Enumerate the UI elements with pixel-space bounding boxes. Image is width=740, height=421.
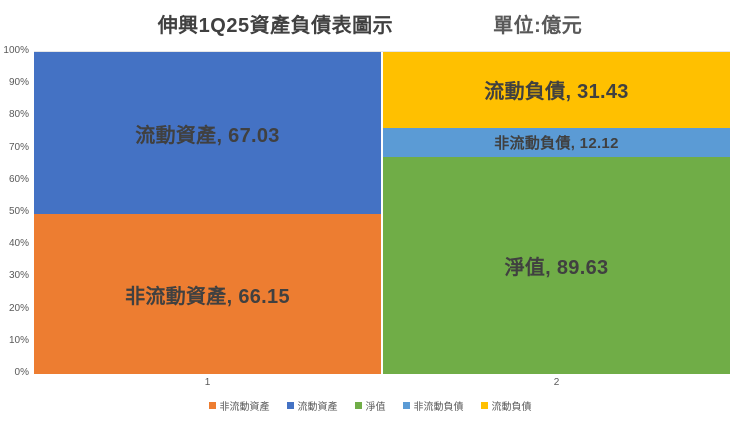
- legend-swatch-icon: [354, 401, 362, 409]
- y-tick-label: 70%: [8, 141, 29, 153]
- legend-label: 流動負債: [491, 401, 532, 413]
- segment-data-label: 非流動負債, 12.12: [494, 135, 619, 153]
- y-tick-label: 60%: [8, 173, 29, 185]
- chart-header: 伸興1Q25資產負債表圖示 單位:億元: [0, 8, 740, 38]
- y-tick-label: 80%: [8, 109, 29, 121]
- y-tick-label: 90%: [8, 77, 29, 89]
- legend-label: 非流動資產: [219, 401, 270, 413]
- y-tick-label: 0%: [14, 367, 29, 378]
- legend-item: 非流動資產: [208, 398, 270, 413]
- bar-column-2: 流動負債, 31.43 非流動負債, 12.12 淨值, 89.63: [383, 52, 730, 374]
- bar-segment: 非流動資產, 66.15: [34, 214, 381, 374]
- bar-segment: 非流動負債, 12.12: [383, 127, 730, 158]
- legend-item: 淨值: [354, 398, 386, 413]
- segment-data-label: 淨值, 89.63: [504, 257, 609, 280]
- segment-data-label: 流動負債, 31.43: [484, 81, 629, 104]
- legend-label: 淨值: [365, 401, 386, 413]
- legend-swatch-icon: [286, 401, 294, 409]
- bar-column-1: 流動資產, 67.03 非流動資產, 66.15: [34, 52, 381, 374]
- bar-segment: 流動負債, 31.43: [383, 52, 730, 128]
- legend: 非流動資產 流動資產 淨值 非流動負債 流動負債: [0, 398, 740, 413]
- legend-label: 流動資產: [297, 401, 338, 413]
- x-category-label: 2: [553, 377, 560, 388]
- legend-swatch-icon: [480, 401, 488, 409]
- plot-area: 流動資產, 67.03 非流動資產, 66.15 流動負債, 31.43 非流動負債,…: [34, 51, 730, 374]
- y-tick-label: 40%: [8, 238, 29, 250]
- legend-swatch-icon: [402, 401, 410, 409]
- x-category-label: 1: [204, 377, 211, 388]
- segment-data-label: 流動資產, 67.03: [135, 124, 280, 147]
- legend-item: 流動資產: [286, 398, 338, 413]
- bar-segment: 流動資產, 67.03: [34, 52, 381, 215]
- legend-item: 非流動負債: [402, 398, 464, 413]
- unit-label: 單位:億元: [493, 14, 583, 37]
- y-tick-label: 100%: [3, 45, 29, 56]
- legend-swatch-icon: [208, 401, 216, 409]
- y-tick-label: 10%: [8, 334, 29, 346]
- chart-title: 伸興1Q25資產負債表圖示: [157, 14, 394, 37]
- y-tick-label: 30%: [8, 270, 29, 282]
- legend-item: 流動負債: [480, 398, 532, 413]
- bar-segment: 淨值, 89.63: [383, 157, 730, 374]
- y-axis: 0% 10% 20% 30% 40% 50% 60% 70% 80% 90% 100%: [0, 45, 29, 378]
- legend-label: 非流動負債: [413, 401, 464, 413]
- y-tick-label: 20%: [8, 302, 29, 314]
- segment-data-label: 非流動資產, 66.15: [125, 285, 290, 308]
- y-tick-label: 50%: [8, 206, 29, 217]
